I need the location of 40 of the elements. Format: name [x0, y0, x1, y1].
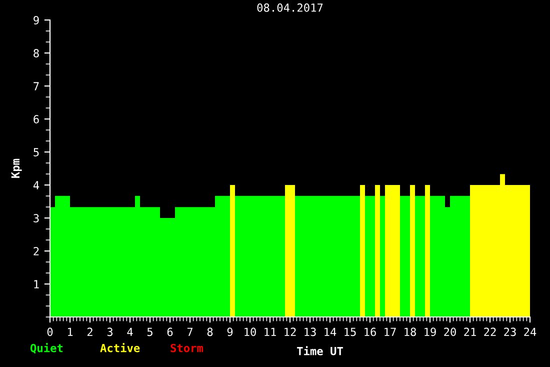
y-tick-label: 3 [34, 214, 39, 222]
x-tick-label: 0 [47, 328, 53, 336]
y-tick-label: 1 [34, 280, 39, 288]
x-tick-label: 2 [87, 328, 92, 336]
x-tick-label: 8 [207, 328, 213, 336]
y-tick-label: 9 [34, 16, 39, 24]
x-tick-label: 16 [364, 328, 376, 336]
x-tick-label: 15 [344, 328, 356, 336]
x-tick-label: 13 [304, 328, 316, 336]
y-tick-label: 5 [34, 148, 39, 156]
x-tick-label: 11 [264, 328, 276, 336]
x-tick-label: 18 [404, 328, 416, 336]
x-tick-label: 20 [444, 328, 456, 336]
x-tick-label: 14 [324, 328, 336, 336]
x-tick-label: 17 [384, 328, 396, 336]
x-tick-label: 5 [147, 328, 152, 336]
x-axis-title: Time UT [297, 346, 343, 356]
x-tick-label: 23 [504, 328, 516, 336]
x-tick-label: 1 [68, 328, 73, 336]
y-tick-label: 8 [34, 49, 39, 58]
x-tick-label: 4 [127, 328, 133, 336]
x-tick-label: 9 [227, 328, 233, 336]
x-tick-label: 24 [524, 328, 536, 336]
text: Quiet [30, 343, 63, 354]
x-tick-label: 10 [244, 328, 256, 336]
y-tick-label: 4 [33, 181, 40, 190]
y-tick-label: 7 [34, 82, 39, 90]
x-tick-label: 19 [424, 328, 436, 336]
x-tick-label: 22 [484, 328, 496, 336]
text: Storm [170, 344, 204, 352]
y-axis-title: Kpm [11, 158, 22, 178]
x-tick-label: 7 [187, 328, 193, 336]
y-tick-label: 2 [34, 247, 39, 256]
y-tick-label: 6 [34, 115, 39, 124]
x-tick-label: 12 [284, 328, 296, 336]
x-tick-label: 3 [107, 328, 113, 336]
chart-title: 08.04.2017 [257, 3, 323, 12]
x-tick-label: 6 [167, 328, 173, 336]
text: Active [100, 343, 140, 352]
x-tick-label: 21 [464, 328, 476, 336]
